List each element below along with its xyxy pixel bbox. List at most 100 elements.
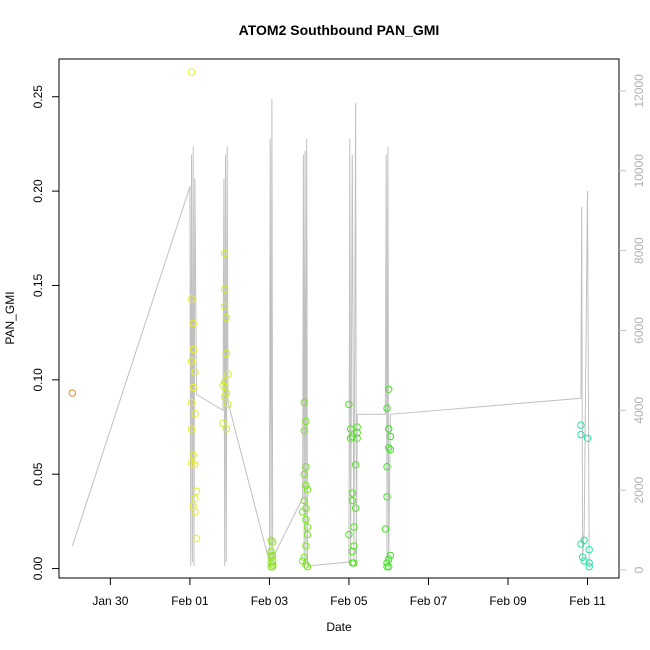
data-point bbox=[578, 553, 587, 561]
data-point bbox=[585, 546, 593, 554]
x-tick-label: Feb 03 bbox=[251, 594, 289, 608]
data-point bbox=[221, 302, 229, 310]
data-point bbox=[383, 559, 391, 567]
data-point bbox=[383, 563, 391, 571]
data-point bbox=[269, 551, 277, 560]
x-tick-label: Feb 09 bbox=[489, 594, 527, 608]
data-point bbox=[302, 542, 310, 550]
data-point bbox=[350, 523, 358, 531]
data-point bbox=[187, 68, 196, 76]
chart-title: ATOM2 Southbound PAN_GMI bbox=[239, 22, 440, 38]
data-point bbox=[224, 400, 232, 409]
x-axis: Jan 30 Feb 01 Feb 03 Feb 05 Feb 07 Feb 09 Feb … bbox=[92, 578, 606, 608]
data-point bbox=[267, 553, 275, 561]
y2-tick-label: 8000 bbox=[632, 237, 646, 264]
data-point bbox=[300, 427, 308, 435]
data-point bbox=[300, 553, 308, 561]
data-point bbox=[348, 489, 356, 497]
data-point bbox=[302, 561, 310, 569]
y-tick-label: 0.05 bbox=[31, 462, 45, 486]
data-point bbox=[353, 434, 361, 442]
data-point bbox=[221, 393, 229, 401]
data-point bbox=[269, 561, 277, 569]
data-point bbox=[583, 434, 592, 442]
data-point bbox=[219, 419, 227, 427]
data-point bbox=[346, 425, 355, 433]
y2-tick-label: 4000 bbox=[632, 397, 646, 424]
data-point bbox=[219, 381, 227, 390]
y-tick-label: 0.10 bbox=[31, 368, 45, 392]
data-point bbox=[191, 368, 199, 376]
data-point bbox=[189, 451, 197, 459]
y-axis-label: PAN_GMI bbox=[3, 291, 17, 344]
data-point bbox=[577, 430, 585, 439]
y2-tick-label: 6000 bbox=[632, 317, 646, 344]
data-point bbox=[224, 370, 232, 378]
data-point bbox=[187, 295, 196, 303]
data-point bbox=[383, 493, 391, 501]
x-tick-label: Feb 01 bbox=[171, 594, 209, 608]
data-point bbox=[68, 389, 77, 397]
data-point bbox=[189, 319, 197, 327]
data-point bbox=[192, 487, 201, 495]
data-point bbox=[577, 421, 585, 429]
data-point bbox=[300, 496, 308, 505]
data-point bbox=[386, 446, 395, 454]
y-tick-label: 0.00 bbox=[31, 557, 45, 581]
data-point bbox=[348, 547, 356, 556]
data-point bbox=[351, 461, 360, 469]
data-point bbox=[383, 404, 391, 412]
y-tick-label: 0.20 bbox=[31, 179, 45, 203]
data-point bbox=[221, 285, 229, 293]
x-tick-label: Feb 05 bbox=[330, 594, 368, 608]
data-point bbox=[351, 504, 360, 512]
data-point bbox=[187, 357, 196, 365]
data-point bbox=[189, 383, 197, 392]
x-tick-label: Jan 30 bbox=[92, 594, 128, 608]
data-point bbox=[345, 400, 353, 409]
data-point bbox=[383, 463, 391, 471]
data-point bbox=[302, 481, 310, 490]
data-point bbox=[577, 540, 585, 548]
data-point bbox=[267, 559, 275, 567]
points-layer bbox=[68, 68, 593, 571]
data-point bbox=[385, 555, 393, 563]
data-point bbox=[385, 385, 393, 393]
data-point bbox=[303, 523, 312, 531]
data-point bbox=[222, 389, 231, 397]
data-point bbox=[302, 417, 310, 426]
data-point bbox=[222, 313, 231, 322]
data-point bbox=[222, 425, 231, 433]
x-axis-label: Date bbox=[326, 620, 352, 634]
y-tick-label: 0.15 bbox=[31, 273, 45, 297]
data-point bbox=[267, 547, 275, 556]
data-point bbox=[303, 563, 312, 571]
data-point bbox=[385, 425, 393, 433]
x-tick-label: Feb 11 bbox=[569, 594, 606, 608]
secondary-series-line bbox=[71, 98, 590, 567]
data-point bbox=[298, 508, 307, 516]
data-point bbox=[386, 432, 395, 441]
data-point bbox=[585, 559, 593, 567]
data-point bbox=[585, 563, 593, 571]
y-tick-label: 0.25 bbox=[31, 85, 45, 109]
data-point bbox=[302, 515, 310, 524]
y2-tick-label: 12000 bbox=[632, 74, 646, 108]
data-point bbox=[269, 538, 277, 546]
data-point bbox=[221, 378, 229, 386]
data-point bbox=[345, 530, 353, 539]
data-point bbox=[303, 530, 312, 539]
data-point bbox=[348, 559, 356, 567]
data-point bbox=[353, 429, 361, 437]
data-point bbox=[191, 508, 199, 516]
data-point bbox=[302, 463, 310, 471]
plot-area-frame bbox=[58, 58, 620, 579]
data-point bbox=[381, 525, 390, 533]
data-point bbox=[300, 398, 308, 407]
data-point bbox=[191, 410, 199, 418]
data-point bbox=[267, 536, 275, 544]
x-tick-label: Feb 07 bbox=[410, 594, 448, 608]
data-point bbox=[222, 349, 231, 358]
data-point bbox=[348, 432, 356, 441]
